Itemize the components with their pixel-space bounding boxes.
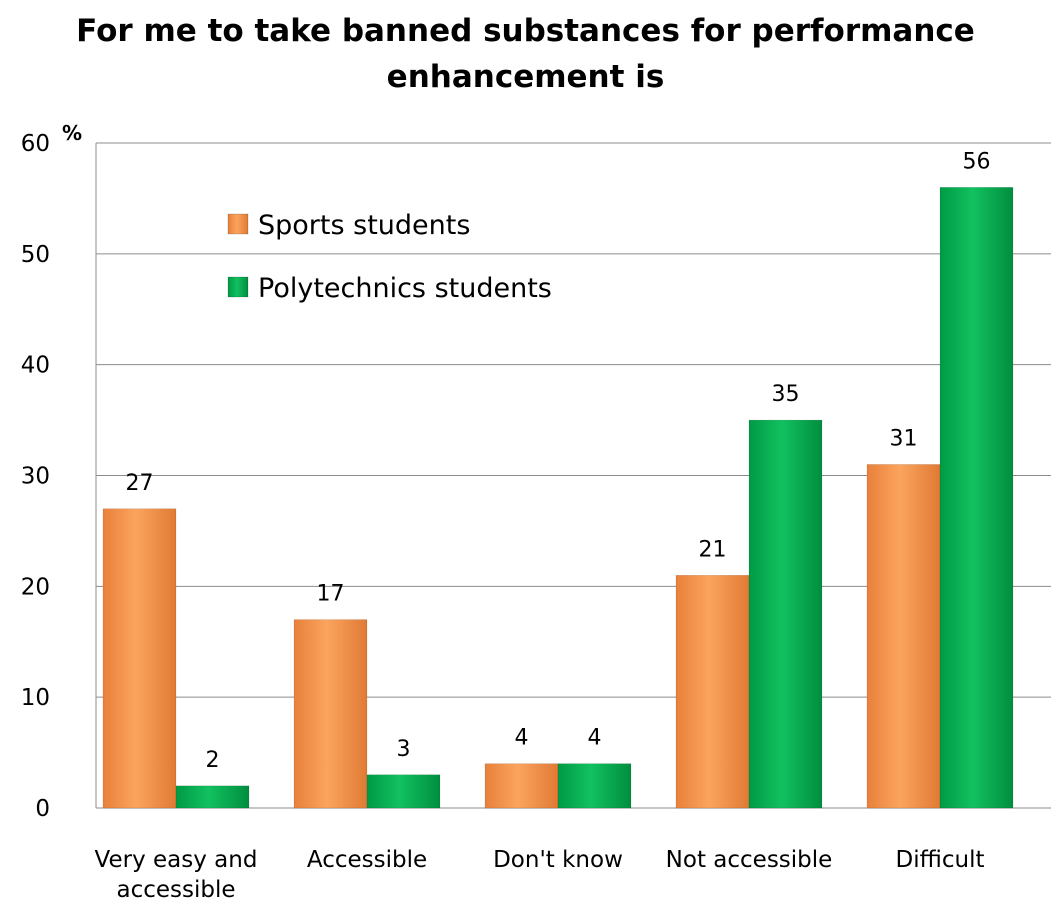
data-label: 35	[772, 382, 800, 407]
bar-sports	[866, 464, 941, 809]
data-label: 31	[890, 426, 918, 451]
y-tick-label: 40	[21, 353, 50, 379]
x-category-label: Don't know	[493, 847, 623, 873]
y-tick-label: 10	[21, 685, 50, 711]
legend-swatch-sports	[227, 213, 249, 235]
data-label: 2	[206, 748, 220, 773]
data-label: 56	[963, 149, 991, 174]
data-label: 17	[317, 582, 345, 607]
data-label: 21	[699, 537, 727, 562]
data-label: 4	[588, 726, 602, 751]
y-tick-label: 50	[21, 242, 50, 268]
y-unit-label: %	[62, 121, 82, 145]
x-category-label: Accessible	[307, 847, 427, 873]
y-tick-label: 30	[21, 464, 50, 490]
x-category-label: accessible	[116, 877, 235, 903]
bar-polytechnics	[557, 763, 632, 809]
y-tick-label: 20	[21, 574, 50, 600]
bar-polytechnics	[175, 785, 250, 809]
x-category-label: Very easy and	[95, 847, 258, 873]
data-label: 27	[126, 471, 154, 496]
bars	[102, 187, 1014, 809]
bar-polytechnics	[748, 419, 823, 809]
data-label: 4	[515, 726, 529, 751]
bar-sports	[675, 574, 750, 809]
legend: Sports students Polytechnics students	[227, 210, 552, 304]
legend-label-sports: Sports students	[258, 210, 470, 241]
x-category-label: Not accessible	[666, 847, 833, 873]
x-category-label: Difficult	[896, 847, 985, 873]
bar-sports	[484, 763, 559, 809]
chart-title-line-2: enhancement is	[386, 59, 665, 95]
legend-label-polytechnics: Polytechnics students	[258, 273, 552, 304]
y-tick-label: 60	[21, 131, 50, 157]
bar-sports	[102, 508, 177, 809]
y-tick-label: 0	[35, 796, 50, 822]
bar-polytechnics	[366, 774, 441, 809]
labels: 0 10 20 30 40 50 60 % 27 2 Very easy and accessible…	[21, 121, 991, 903]
chart-title-line-1: For me to take banned substances for per…	[76, 13, 975, 49]
chart-title: For me to take banned substances for per…	[0, 8, 1051, 100]
legend-swatch-polytechnics	[227, 276, 249, 298]
bar-sports	[293, 619, 368, 809]
data-label: 3	[397, 737, 411, 762]
bar-polytechnics	[939, 187, 1014, 809]
